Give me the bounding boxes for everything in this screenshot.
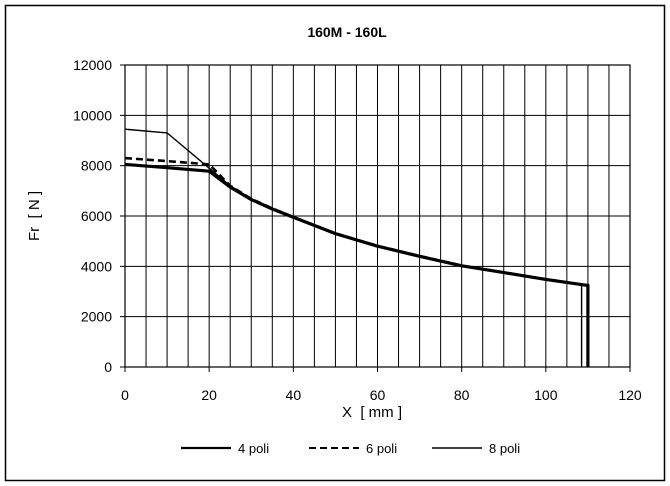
legend-label: 6 poli [366,441,397,456]
y-tick-label: 12000 [73,57,112,73]
x-tick-label: 120 [618,387,642,403]
legend-label: 4 poli [238,441,269,456]
legend-label: 8 poli [489,441,520,456]
series-group [124,128,590,367]
x-axis-label: X [ mm ] [342,404,402,421]
y-tick-label: 10000 [73,107,112,123]
tick-labels: 0 20 40 60 80 100 120 0 2000 4000 6000 8000 10000 120… [73,57,642,403]
x-tick-label: 20 [201,387,217,403]
y-tick-label: 6000 [81,208,112,224]
y-axis-label: Fr [ N ] [26,191,43,241]
y-tick-label: 2000 [81,309,112,325]
series-line-4-poli [124,162,590,367]
legend: 4 poli 6 poli 8 poli [181,441,520,456]
grid [125,65,630,367]
x-tick-label: 40 [286,387,302,403]
y-tick-label: 8000 [81,158,112,174]
x-tick-label: 0 [121,387,129,403]
x-tick-label: 100 [534,387,558,403]
y-tick-label: 0 [104,359,112,375]
y-tick-label: 4000 [81,258,112,274]
chart-title: 160M - 160L [307,24,387,40]
x-tick-label: 80 [454,387,470,403]
x-tick-label: 60 [370,387,386,403]
